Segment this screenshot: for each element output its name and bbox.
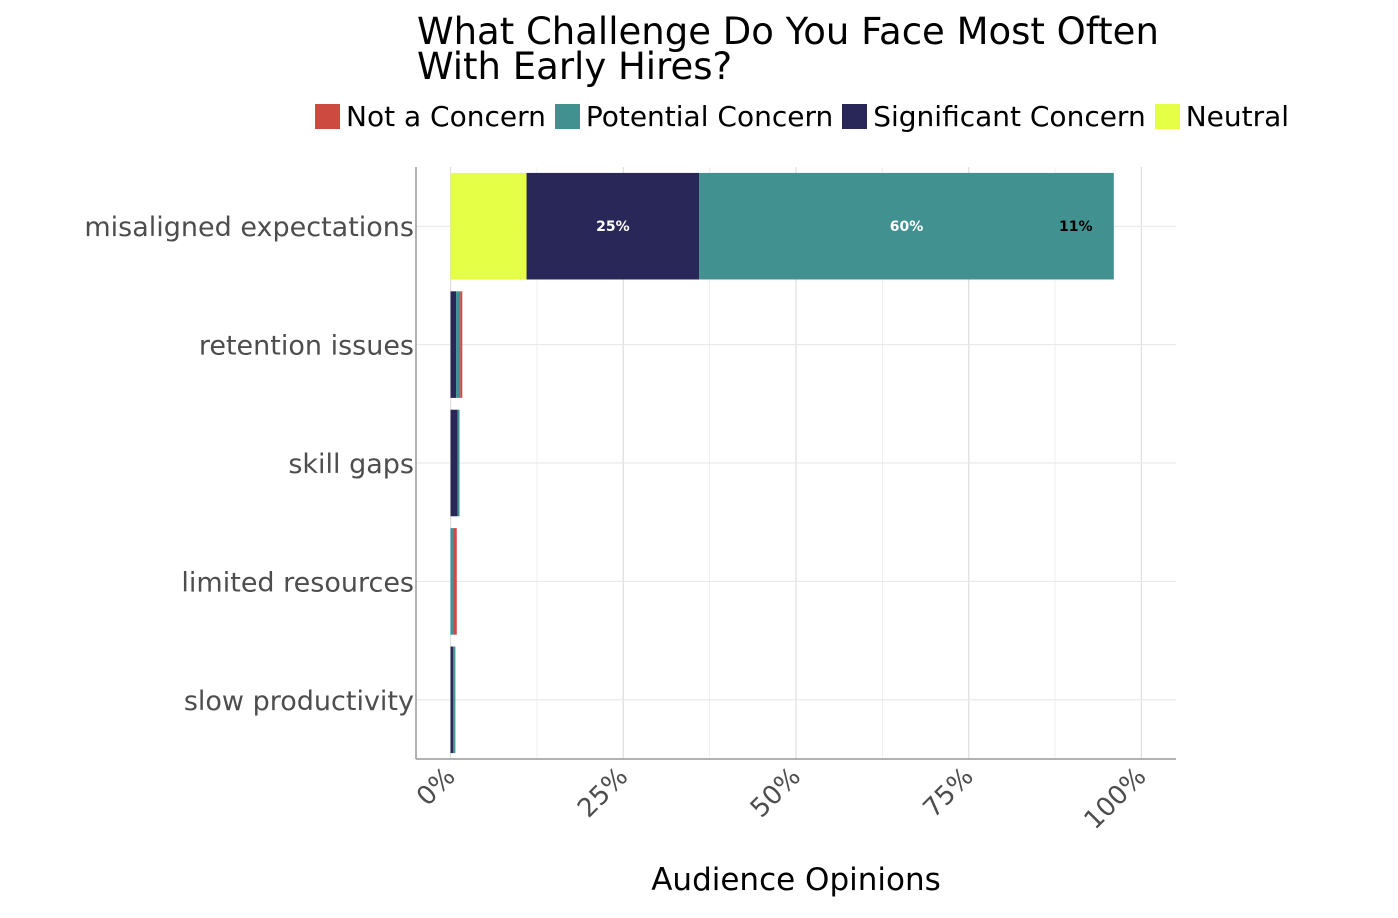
category-label-slow-productivity: slow productivity <box>184 686 414 717</box>
category-label-retention-issues: retention issues <box>199 331 414 362</box>
legend-key-neutral <box>1154 103 1180 129</box>
bar-retention-issues-not-a-concern <box>460 291 463 398</box>
legend-key-significant-concern <box>842 103 868 129</box>
bar-misaligned-expectations-significant-concern <box>526 172 700 280</box>
legend-label-not-a-concern: Not a Concern <box>346 99 546 133</box>
legend-item-significant-concern: Significant Concern <box>842 99 1146 133</box>
legend-label-significant-concern: Significant Concern <box>873 99 1146 133</box>
bar-group <box>450 172 1114 754</box>
bar-retention-issues-significant-concern <box>450 291 457 398</box>
bar-label-group: 25% 60% 11% <box>596 219 1092 235</box>
x-tick-label: 25% <box>572 762 634 824</box>
category-label-misaligned-expectations: misaligned expectations <box>84 212 414 243</box>
category-label-skill-gaps: skill gaps <box>288 449 414 480</box>
bar-retention-issues-potential-concern <box>456 291 461 398</box>
bar-label-misaligned-expectations-not-a-concern: 11% <box>1059 219 1093 235</box>
x-axis-title: Audience Opinions <box>651 862 941 898</box>
legend-key-potential-concern <box>554 103 580 129</box>
tick-labels: 0% 25% 50% 75% 100% <box>411 762 1152 836</box>
bar-misaligned-expectations-potential-concern <box>699 172 1114 280</box>
bar-label-misaligned-expectations-significant-concern: 25% <box>596 219 630 235</box>
legend-item-neutral: Neutral <box>1154 99 1290 133</box>
bar-label-misaligned-expectations-potential-concern: 60% <box>890 219 924 235</box>
bar-skill-gaps-significant-concern <box>450 409 458 517</box>
legend-item-not-a-concern: Not a Concern <box>315 100 546 133</box>
category-labels: misaligned expectations retention issues s… <box>84 212 414 717</box>
bar-limited-resources-not-a-concern <box>454 528 457 635</box>
legend-label-neutral: Neutral <box>1185 99 1290 133</box>
legend-item-potential-concern: Potential Concern <box>554 99 834 133</box>
x-tick-label: 100% <box>1079 762 1153 836</box>
bar-slow-productivity-significant-concern <box>450 646 454 754</box>
bar-skill-gaps-potential-concern <box>457 409 460 517</box>
bar-misaligned-expectations-neutral <box>450 172 527 280</box>
bar-slow-productivity-potential-concern <box>453 646 456 754</box>
x-tick-label: 0% <box>411 762 461 812</box>
chart-title: What Challenge Do You Face Most Often Wi… <box>417 10 1159 88</box>
x-tick-label: 50% <box>745 762 807 824</box>
bar-limited-resources-potential-concern <box>450 528 454 635</box>
legend-label-potential-concern: Potential Concern <box>585 99 834 133</box>
x-tick-label: 75% <box>918 762 980 824</box>
legend: Not a Concern Potential Concern Significan… <box>315 99 1298 133</box>
axes <box>415 167 1176 760</box>
legend-key-not-a-concern <box>315 103 340 129</box>
category-label-limited-resources: limited resources <box>181 567 414 598</box>
